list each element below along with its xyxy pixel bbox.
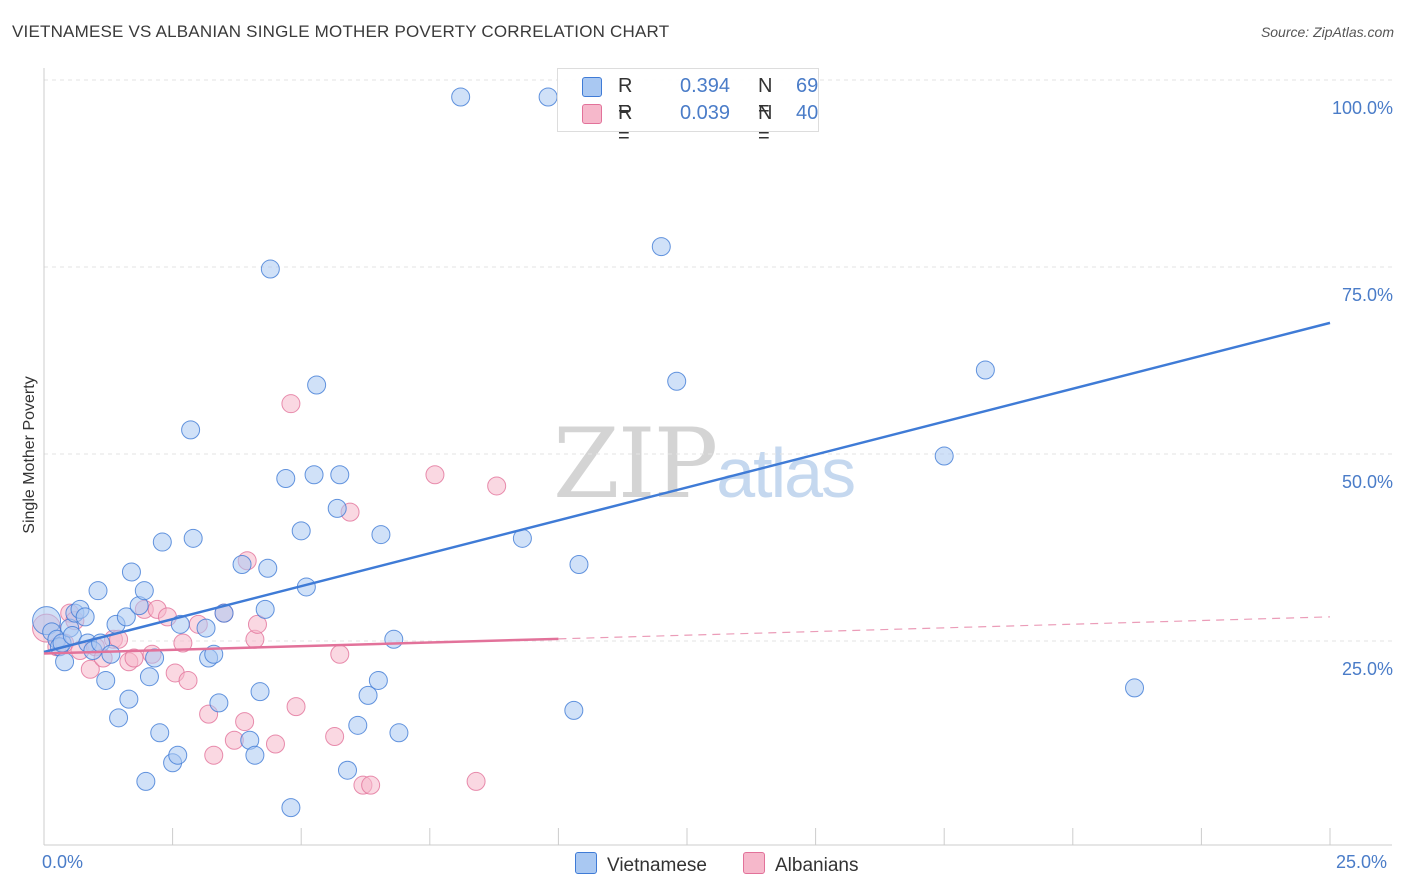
y-tick-label: 75.0% — [1342, 285, 1393, 305]
point-albanians — [286, 697, 306, 717]
point-vietnamese — [371, 525, 391, 545]
point-albanians — [173, 633, 193, 653]
point-vietnamese — [183, 528, 203, 548]
point-albanians — [487, 476, 507, 496]
point-vietnamese — [136, 771, 156, 791]
point-vietnamese — [152, 532, 172, 552]
legend-r-value: 0.394 — [680, 75, 731, 97]
point-vietnamese — [196, 618, 216, 638]
point-vietnamese — [214, 603, 234, 623]
legend-n-label: N = — [758, 102, 773, 147]
point-vietnamese — [250, 682, 270, 702]
point-vietnamese — [291, 521, 311, 541]
point-vietnamese — [232, 555, 252, 574]
legend-n-value: 40 — [796, 102, 819, 124]
point-vietnamese — [96, 670, 116, 690]
point-vietnamese — [304, 465, 324, 485]
point-vietnamese — [181, 420, 201, 440]
point-albanians — [425, 465, 445, 485]
point-vietnamese — [101, 644, 121, 664]
point-albanians — [235, 712, 255, 732]
legend-swatch-vietnamese — [575, 852, 597, 874]
point-albanians — [361, 775, 381, 795]
point-vietnamese — [389, 723, 409, 743]
point-albanians — [325, 727, 345, 747]
legend-r-label: R = — [618, 75, 633, 120]
trendline-albanians-extension — [558, 616, 1331, 640]
x-tick-label-min: 0.0% — [42, 852, 84, 872]
y-tick-label: 50.0% — [1342, 472, 1393, 492]
point-vietnamese — [168, 745, 188, 765]
point-albanians — [466, 771, 486, 791]
point-albanians — [330, 644, 350, 664]
point-vietnamese — [260, 259, 280, 279]
point-vietnamese — [170, 614, 190, 634]
point-vietnamese — [121, 562, 141, 582]
trendline-albanians — [43, 637, 559, 655]
point-vietnamese — [55, 652, 75, 672]
point-vietnamese — [934, 446, 954, 466]
point-albanians — [124, 648, 144, 668]
point-vietnamese — [667, 371, 687, 391]
point-vietnamese — [451, 87, 471, 107]
legend-n-label: N = — [758, 75, 773, 120]
point-vietnamese — [358, 685, 378, 705]
legend-swatch-albanians — [582, 104, 602, 124]
legend-item-albanians[interactable]: Albanians — [743, 852, 858, 877]
point-vietnamese — [348, 715, 368, 735]
point-vietnamese — [1125, 678, 1145, 698]
point-vietnamese — [281, 798, 301, 818]
point-vietnamese — [145, 648, 165, 668]
point-vietnamese — [564, 700, 584, 720]
legend-r-value: 0.039 — [680, 102, 731, 124]
point-vietnamese — [276, 468, 296, 488]
point-vietnamese — [109, 708, 129, 728]
point-vietnamese — [368, 670, 388, 690]
point-vietnamese — [975, 360, 995, 380]
source-credit: Source: ZipAtlas.com — [1260, 24, 1394, 40]
point-vietnamese — [330, 465, 350, 485]
point-vietnamese — [134, 581, 154, 601]
trendline-vietnamese — [43, 321, 1331, 654]
point-vietnamese — [651, 237, 671, 257]
point-vietnamese — [569, 555, 589, 574]
legend-swatch-vietnamese — [582, 77, 602, 97]
point-albanians — [265, 734, 285, 754]
y-tick-label: 25.0% — [1342, 659, 1393, 679]
legend-swatch-albanians — [743, 852, 765, 874]
point-vietnamese — [307, 375, 327, 395]
chart-title: VIETNAMESE VS ALBANIAN SINGLE MOTHER POV… — [12, 22, 670, 41]
point-vietnamese — [384, 629, 404, 649]
point-albanians — [204, 745, 224, 765]
point-vietnamese — [337, 760, 357, 780]
point-vietnamese — [116, 607, 136, 627]
point-vietnamese — [209, 693, 229, 713]
point-vietnamese — [119, 689, 139, 709]
x-tick-label-max: 25.0% — [1336, 852, 1388, 872]
point-vietnamese — [150, 723, 170, 743]
legend-item-vietnamese[interactable]: Vietnamese — [575, 852, 707, 877]
point-vietnamese — [75, 607, 95, 627]
correlation-legend: R = 0.394 N = 69 R = 0.039 N = 40 — [557, 68, 819, 147]
legend-r-label: R = — [618, 102, 633, 147]
legend-n-value: 69 — [796, 75, 819, 97]
point-albanians — [80, 659, 100, 679]
y-tick-label: 100.0% — [1332, 98, 1393, 118]
point-albanians — [247, 614, 267, 634]
point-albanians — [178, 670, 198, 690]
point-vietnamese — [88, 581, 108, 601]
point-vietnamese — [538, 87, 558, 107]
point-vietnamese — [139, 667, 159, 687]
point-albanians — [281, 394, 301, 414]
point-vietnamese — [327, 498, 347, 518]
legend-label-vietnamese: Vietnamese — [607, 855, 707, 876]
legend-label-albanians: Albanians — [775, 855, 859, 876]
point-vietnamese — [258, 558, 278, 578]
point-vietnamese — [245, 745, 265, 765]
point-vietnamese — [255, 599, 275, 619]
